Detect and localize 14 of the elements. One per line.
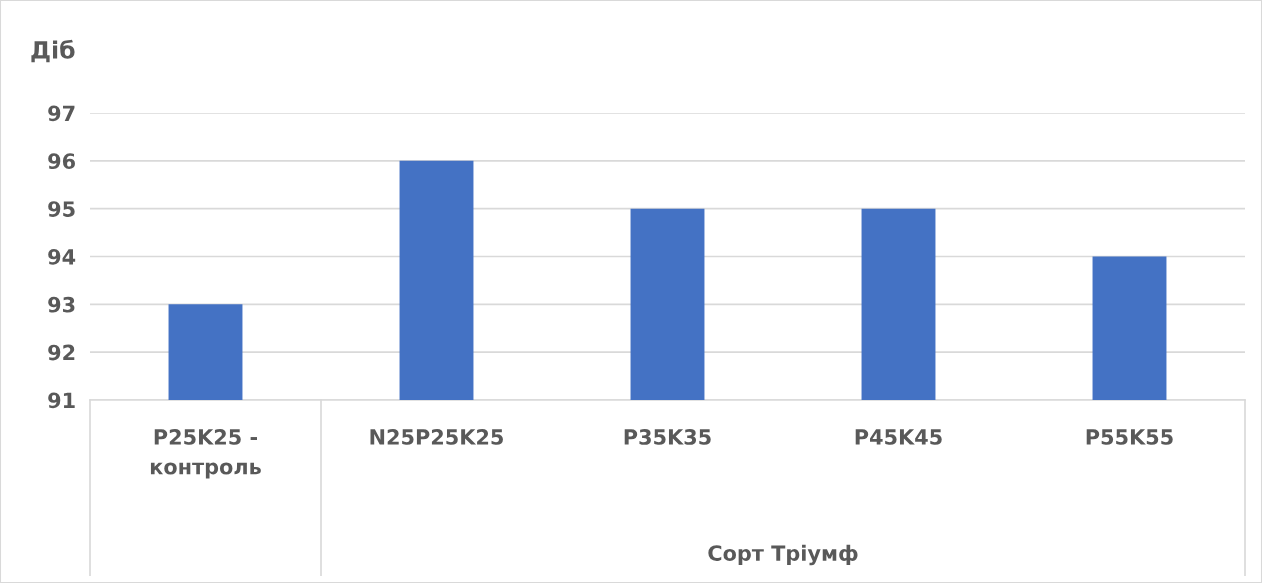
x-tick-label: P25K25 - контроль <box>150 429 261 479</box>
x-tick-label: P55K55 <box>1086 429 1173 445</box>
x-tick-label: P45K45 <box>855 429 942 445</box>
y-tick-label: 96 <box>48 153 75 170</box>
x-axis-title: Сорт Тріумф <box>708 544 858 566</box>
y-tick-label: 97 <box>48 105 75 122</box>
y-tick-label: 93 <box>48 296 75 313</box>
x-tick-label: P35K35 <box>624 429 711 445</box>
y-tick-label: 92 <box>48 344 75 361</box>
y-tick-label: 94 <box>48 248 76 265</box>
y-tick-label: 91 <box>48 392 75 409</box>
y-axis-title: Діб <box>31 39 75 63</box>
x-tick-label: N25P25K25 <box>370 429 503 445</box>
y-tick-label: 95 <box>48 201 75 217</box>
